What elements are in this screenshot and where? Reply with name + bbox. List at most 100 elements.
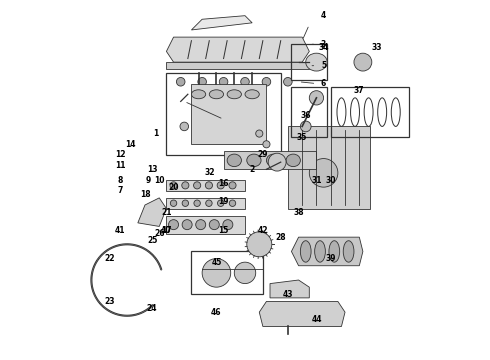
Circle shape: [218, 200, 224, 206]
Text: 31: 31: [311, 176, 322, 185]
Circle shape: [354, 53, 372, 71]
Text: 39: 39: [325, 254, 336, 263]
Circle shape: [229, 200, 236, 206]
Text: 36: 36: [300, 111, 311, 120]
Ellipse shape: [306, 53, 327, 71]
Text: 28: 28: [275, 233, 286, 242]
Text: 2: 2: [249, 165, 255, 174]
Polygon shape: [288, 126, 370, 208]
Text: 22: 22: [104, 254, 115, 263]
Circle shape: [300, 121, 311, 132]
Text: 9: 9: [146, 176, 151, 185]
Text: 11: 11: [115, 161, 125, 170]
Circle shape: [217, 182, 224, 189]
Circle shape: [202, 258, 231, 287]
Text: 21: 21: [161, 208, 172, 217]
Circle shape: [180, 122, 189, 131]
Text: 7: 7: [117, 186, 122, 195]
Ellipse shape: [315, 241, 325, 262]
Circle shape: [194, 182, 201, 189]
Circle shape: [182, 182, 189, 189]
Text: 24: 24: [147, 304, 157, 313]
Circle shape: [169, 220, 178, 230]
Circle shape: [182, 200, 189, 206]
Text: 17: 17: [161, 225, 172, 234]
Text: 32: 32: [204, 168, 215, 177]
Circle shape: [182, 220, 192, 230]
Bar: [292, 44, 327, 80]
Text: 30: 30: [325, 176, 336, 185]
Circle shape: [194, 200, 200, 206]
Bar: [167, 216, 245, 234]
Text: 41: 41: [115, 225, 125, 234]
Text: 34: 34: [318, 43, 329, 52]
Circle shape: [268, 153, 286, 171]
Circle shape: [223, 220, 233, 230]
Circle shape: [284, 77, 292, 86]
Ellipse shape: [245, 90, 259, 99]
Circle shape: [220, 77, 228, 86]
Polygon shape: [270, 280, 309, 298]
Circle shape: [234, 262, 256, 284]
Text: 18: 18: [140, 190, 150, 199]
Circle shape: [309, 91, 323, 105]
Text: 40: 40: [161, 225, 172, 234]
Polygon shape: [138, 198, 167, 226]
Text: 23: 23: [104, 297, 115, 306]
Text: 29: 29: [258, 150, 268, 159]
Bar: [167, 198, 245, 208]
Polygon shape: [192, 16, 252, 30]
Polygon shape: [167, 37, 309, 62]
Bar: [292, 87, 327, 137]
Bar: [223, 152, 317, 169]
Text: 25: 25: [147, 236, 157, 245]
Ellipse shape: [300, 241, 311, 262]
Circle shape: [247, 232, 272, 257]
Text: 46: 46: [211, 308, 221, 317]
Ellipse shape: [227, 90, 242, 99]
Text: 26: 26: [154, 229, 165, 238]
Text: 12: 12: [115, 150, 125, 159]
Text: 15: 15: [219, 225, 229, 234]
Bar: [167, 73, 281, 155]
Ellipse shape: [329, 241, 340, 262]
Text: 1: 1: [153, 129, 158, 138]
Ellipse shape: [192, 90, 206, 99]
Text: 43: 43: [283, 290, 293, 299]
Text: 20: 20: [168, 183, 179, 192]
Bar: [167, 180, 245, 191]
Text: 3: 3: [321, 40, 326, 49]
Ellipse shape: [227, 154, 242, 167]
Circle shape: [176, 77, 185, 86]
Circle shape: [263, 141, 270, 148]
Text: 6: 6: [321, 79, 326, 88]
Bar: [331, 87, 409, 137]
Circle shape: [229, 182, 236, 189]
Ellipse shape: [209, 90, 223, 99]
Polygon shape: [292, 237, 363, 266]
Ellipse shape: [286, 154, 300, 167]
Text: 13: 13: [147, 165, 157, 174]
Text: 45: 45: [211, 258, 221, 267]
Ellipse shape: [247, 154, 261, 167]
Text: 38: 38: [294, 208, 304, 217]
Circle shape: [198, 77, 206, 86]
Text: 8: 8: [117, 176, 122, 185]
Text: 16: 16: [219, 179, 229, 188]
Text: 19: 19: [219, 197, 229, 206]
Ellipse shape: [343, 241, 354, 262]
Circle shape: [170, 182, 177, 189]
Text: 33: 33: [372, 43, 382, 52]
Circle shape: [262, 77, 270, 86]
Text: 42: 42: [258, 225, 268, 234]
Text: 44: 44: [311, 315, 322, 324]
Circle shape: [309, 158, 338, 187]
Text: 35: 35: [297, 132, 307, 141]
Bar: [192, 251, 263, 294]
Circle shape: [256, 130, 263, 137]
Circle shape: [209, 220, 220, 230]
Text: 37: 37: [354, 86, 365, 95]
Circle shape: [241, 77, 249, 86]
Polygon shape: [192, 84, 267, 144]
Bar: [167, 62, 309, 69]
